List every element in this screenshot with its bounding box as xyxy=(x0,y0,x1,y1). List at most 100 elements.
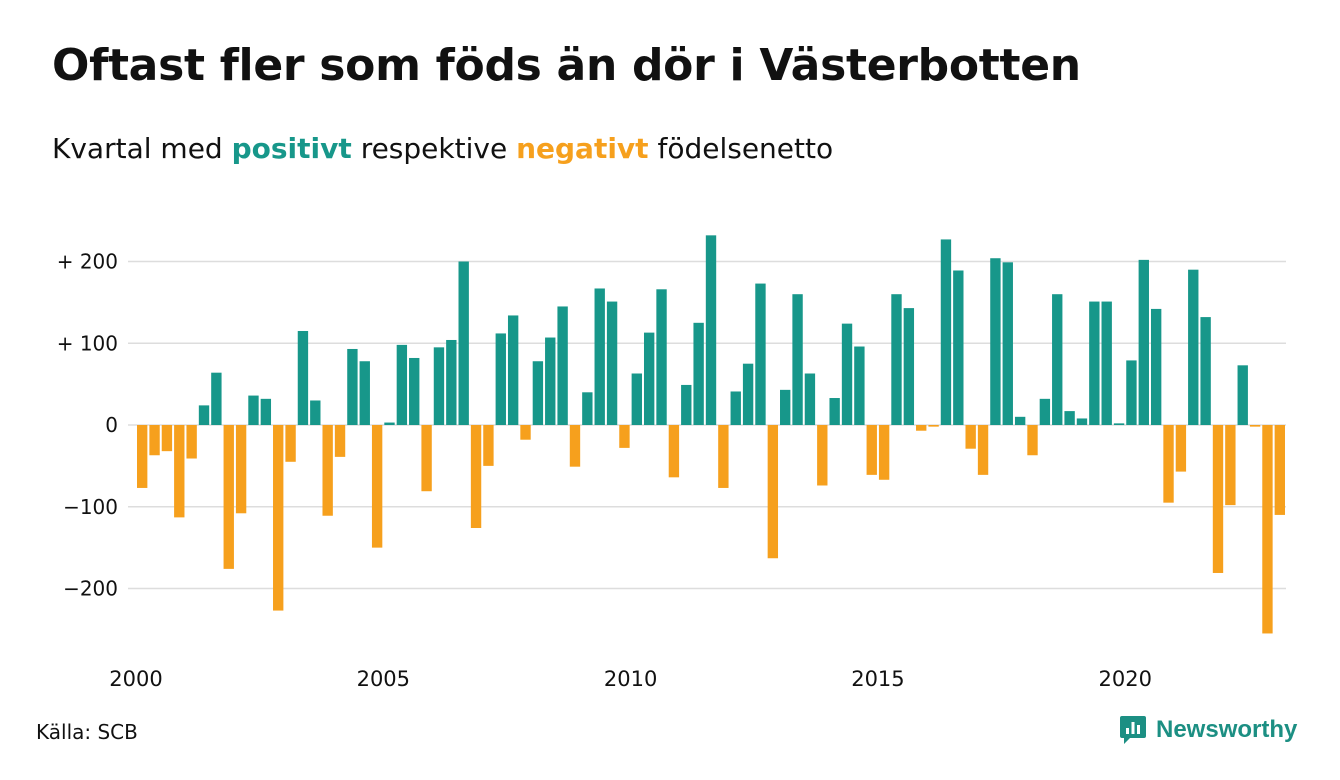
chart-title: Oftast fler som föds än dör i Västerbott… xyxy=(52,40,1081,91)
chart-subtitle: Kvartal med positivt respektive negativt… xyxy=(52,132,833,165)
y-tick-label: −100 xyxy=(63,495,118,519)
bar-positive xyxy=(1138,259,1149,425)
bar-negative xyxy=(186,425,197,459)
bar-positive xyxy=(643,332,655,425)
bar-positive xyxy=(260,398,272,425)
bar-negative xyxy=(483,425,494,466)
bar-positive xyxy=(1039,398,1051,425)
bar-positive xyxy=(841,323,853,425)
bar-negative xyxy=(965,425,976,449)
bar-positive xyxy=(1014,416,1026,425)
bars xyxy=(137,235,1285,634)
bar-positive xyxy=(1237,365,1248,425)
bar-positive xyxy=(1101,301,1112,425)
bar-positive xyxy=(1113,423,1125,426)
bar-positive xyxy=(742,363,754,425)
bar-positive xyxy=(891,294,902,425)
bar-negative xyxy=(421,425,432,492)
bar-positive xyxy=(1200,317,1211,425)
bar-positive xyxy=(792,294,803,425)
bar-negative xyxy=(149,425,160,456)
bar-positive xyxy=(297,330,309,425)
bar-positive xyxy=(829,398,840,425)
bar-positive xyxy=(755,283,766,425)
bar-positive xyxy=(557,306,568,425)
bar-positive xyxy=(656,289,667,425)
bar-positive xyxy=(730,391,741,425)
bar-negative xyxy=(1249,425,1261,427)
bar-positive xyxy=(347,348,358,425)
bar-positive xyxy=(507,315,519,425)
bar-negative xyxy=(718,425,729,488)
bar-positive xyxy=(396,344,408,425)
bar-positive xyxy=(1076,418,1088,425)
x-tick-label: 2005 xyxy=(357,667,410,691)
bar-positive xyxy=(1002,262,1013,425)
bar-negative xyxy=(174,425,185,518)
bar-positive xyxy=(594,288,605,425)
bar-positive xyxy=(903,308,915,425)
x-axis-ticks: 2000 2005 2010 2015 2020 xyxy=(109,667,1152,691)
bar-negative xyxy=(569,425,581,467)
bar-positive xyxy=(1126,360,1137,425)
bar-positive xyxy=(545,337,556,425)
bar-negative xyxy=(322,425,333,516)
bar-positive xyxy=(606,301,618,425)
bar-positive xyxy=(211,372,222,425)
bar-negative xyxy=(619,425,630,448)
bar-negative xyxy=(1212,425,1224,573)
bar-negative xyxy=(273,425,284,611)
bar-negative xyxy=(928,425,939,427)
bar-negative xyxy=(817,425,828,486)
bar-negative xyxy=(1225,425,1236,506)
bar-positive xyxy=(1089,301,1100,425)
bar-positive xyxy=(1150,308,1162,425)
bar-positive xyxy=(433,347,445,425)
bar-negative xyxy=(1163,425,1174,503)
y-tick-label: 0 xyxy=(105,413,118,437)
bar-positive xyxy=(582,392,593,425)
bar-positive xyxy=(446,339,457,425)
bar-negative xyxy=(285,425,296,462)
bar-positive xyxy=(409,357,420,425)
x-tick-label: 2020 xyxy=(1099,667,1152,691)
bar-positive xyxy=(1052,294,1063,425)
subtitle-middle: respektive xyxy=(360,132,508,165)
bar-positive xyxy=(310,400,321,425)
bar-positive xyxy=(384,422,395,425)
x-tick-label: 2000 xyxy=(109,667,162,691)
x-tick-label: 2010 xyxy=(604,667,657,691)
bar-negative xyxy=(767,425,779,559)
bar-positive xyxy=(940,239,952,425)
bar-negative xyxy=(977,425,989,475)
source-note: Källa: SCB xyxy=(36,720,138,744)
bar-negative xyxy=(878,425,890,480)
bar-negative xyxy=(223,425,234,569)
bar-positive xyxy=(631,373,642,425)
newsworthy-chart-icon xyxy=(1120,716,1146,744)
bar-negative xyxy=(520,425,531,440)
bar-negative xyxy=(866,425,877,475)
y-tick-label: + 200 xyxy=(57,250,118,274)
bar-positive xyxy=(854,346,865,425)
bar-positive xyxy=(1064,411,1075,425)
bar-positive xyxy=(953,270,964,425)
subtitle-suffix: födelsenetto xyxy=(657,132,834,165)
bar-positive xyxy=(495,333,506,425)
bar-positive xyxy=(780,389,791,425)
bar-positive xyxy=(248,395,259,425)
bar-negative xyxy=(1274,425,1285,515)
bar-negative xyxy=(137,425,148,488)
newsworthy-logo: Newsworthy xyxy=(1118,714,1297,746)
bar-positive xyxy=(458,261,469,425)
bar-negative xyxy=(916,425,927,431)
bar-negative xyxy=(161,425,173,452)
y-tick-label: + 100 xyxy=(57,331,118,355)
bar-negative xyxy=(668,425,680,478)
bar-positive xyxy=(693,322,704,425)
subtitle-positive: positivt xyxy=(231,132,352,165)
bar-positive xyxy=(804,373,816,425)
subtitle-prefix: Kvartal med xyxy=(52,132,223,165)
bar-positive xyxy=(681,384,692,425)
